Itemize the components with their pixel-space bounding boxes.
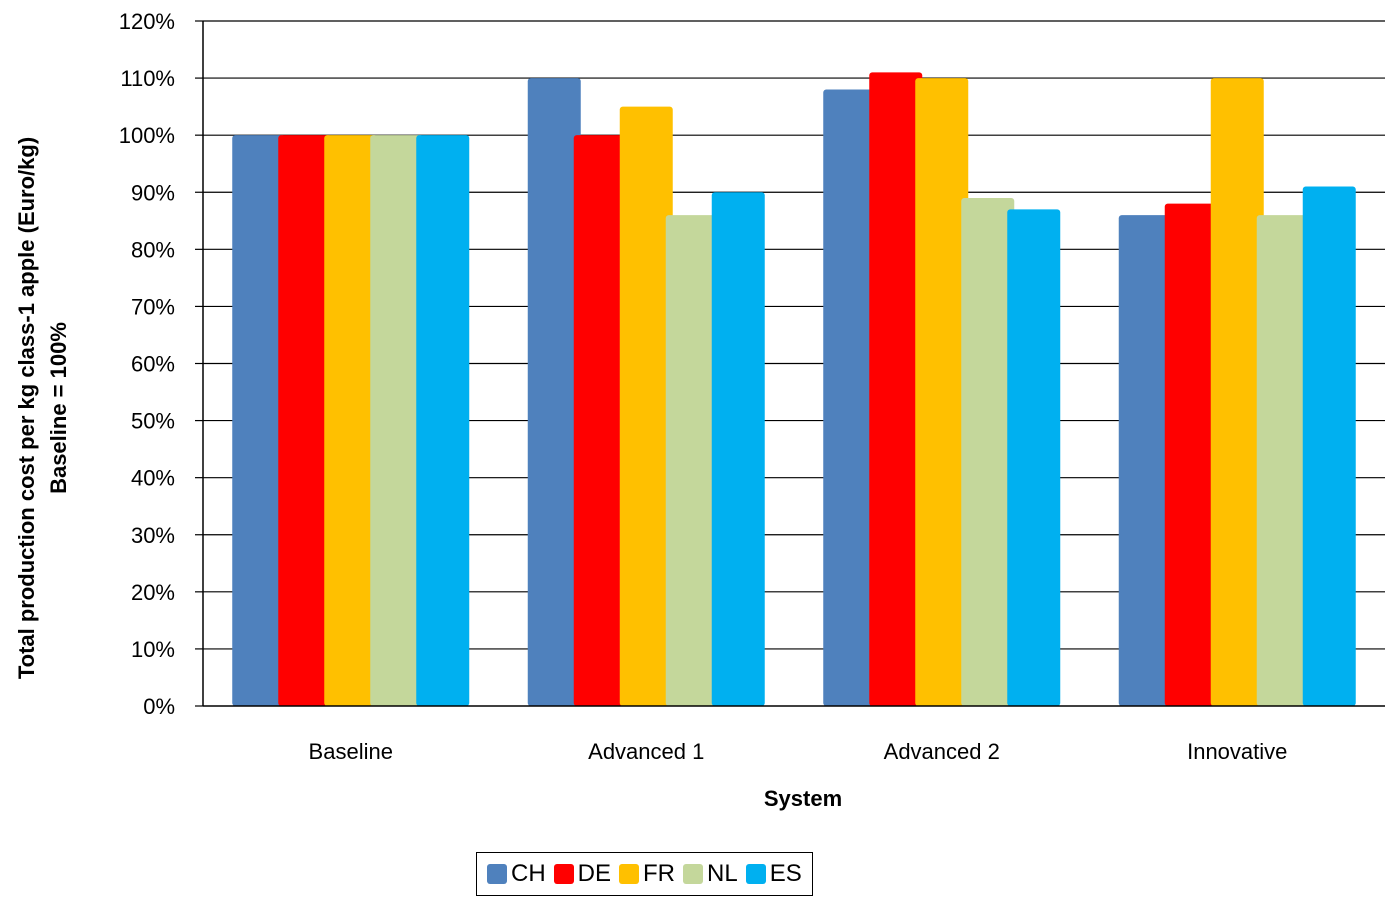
legend: CH DE FR NL ES — [476, 852, 813, 896]
legend-label: DE — [577, 860, 612, 887]
y-tick-label: 70% — [131, 294, 175, 319]
legend-label: ES — [769, 860, 802, 887]
bar-ch-baseline — [232, 135, 286, 706]
y-axis-title-line-1: Total production cost per kg class-1 app… — [14, 137, 39, 679]
bars — [232, 72, 1356, 707]
bar-fr-baseline — [324, 135, 378, 706]
bar-ch-innovative — [1118, 215, 1172, 707]
bar-es-advanced-1 — [711, 192, 765, 706]
bar-de-innovative — [1164, 203, 1218, 706]
y-tick-label: 40% — [131, 466, 175, 491]
bar-ch-advanced-1 — [527, 78, 581, 707]
bar-fr-advanced-1 — [619, 106, 673, 706]
x-axis-categories: Baseline Advanced 1 Advanced 2 Innovative — [309, 739, 1288, 764]
legend-item-ch: CH — [487, 860, 546, 888]
bar-nl-advanced-1 — [665, 215, 719, 707]
x-axis-title: System — [764, 786, 842, 811]
legend-label: FR — [643, 860, 676, 887]
legend-item-es: ES — [745, 860, 802, 888]
x-category-label: Innovative — [1187, 739, 1287, 764]
y-tick-label: 60% — [131, 352, 175, 377]
bar-fr-innovative — [1210, 78, 1264, 707]
bar-es-innovative — [1302, 186, 1356, 706]
x-category-label: Advanced 1 — [588, 739, 704, 764]
legend-swatch — [553, 864, 574, 884]
bar-fr-advanced-2 — [915, 78, 969, 707]
legend-swatch — [683, 864, 704, 884]
y-axis-ticks: 0% 10% 20% 30% 40% 50% 60% 70% 80% 90% 100% 110% 120… — [119, 9, 203, 719]
legend-item-de: DE — [553, 860, 612, 888]
y-tick-label: 0% — [143, 694, 175, 719]
y-tick-label: 90% — [131, 180, 175, 205]
legend-swatch — [487, 864, 507, 884]
bar-de-baseline — [278, 135, 332, 706]
y-tick-label: 80% — [131, 237, 175, 262]
bar-de-advanced-2 — [869, 72, 923, 706]
bar-es-advanced-2 — [1007, 209, 1061, 706]
y-tick-label: 10% — [131, 637, 175, 662]
y-tick-label: 20% — [131, 580, 175, 605]
legend-swatch — [745, 864, 766, 884]
y-tick-label: 30% — [131, 523, 175, 548]
y-tick-label: 50% — [131, 409, 175, 434]
legend-swatch — [619, 864, 640, 884]
y-tick-label: 110% — [120, 66, 175, 91]
x-category-label: Baseline — [309, 739, 393, 764]
bar-de-advanced-1 — [573, 135, 627, 706]
bar-nl-advanced-2 — [961, 197, 1015, 707]
legend-label: CH — [511, 860, 546, 887]
legend-item-nl: NL — [683, 860, 738, 888]
y-tick-label: 100% — [119, 123, 175, 148]
y-tick-label: 120% — [119, 9, 175, 34]
bar-ch-advanced-2 — [823, 89, 877, 706]
legend-item-fr: FR — [619, 860, 675, 888]
legend-label: NL — [707, 860, 738, 887]
y-axis-title-line-2: Baseline = 100% — [46, 322, 71, 494]
bar-nl-innovative — [1256, 215, 1310, 707]
bar-es-baseline — [416, 135, 470, 706]
bar-nl-baseline — [370, 135, 424, 706]
x-category-label: Advanced 2 — [884, 739, 1000, 764]
